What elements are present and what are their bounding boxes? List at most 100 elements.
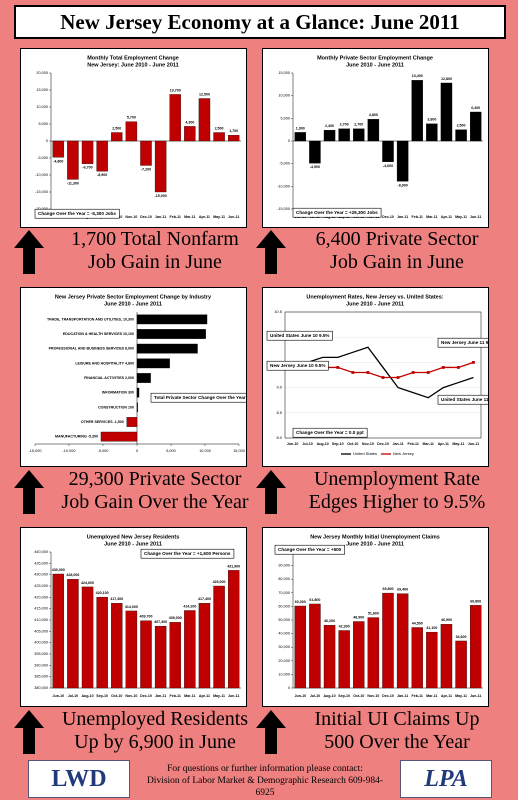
x-tick-label: Nov-10 — [367, 694, 379, 698]
bar — [136, 402, 138, 413]
x-tick-label: 5,000 — [166, 449, 176, 453]
x-tick-label: Mar-11 — [423, 442, 434, 446]
bar — [52, 140, 65, 158]
value-label: 420,100 — [96, 591, 109, 595]
bar — [136, 329, 206, 339]
bar — [184, 610, 196, 689]
line — [292, 346, 474, 399]
y-tick-label: 440,000 — [34, 550, 48, 554]
value-label: 2,400 — [325, 124, 334, 128]
bar — [382, 140, 394, 163]
value-label: 12,800 — [441, 77, 452, 81]
annotation-box — [266, 360, 329, 371]
bar — [411, 80, 423, 142]
annotation-box — [266, 330, 333, 341]
value-label: -4,600 — [383, 164, 393, 168]
bar — [396, 140, 409, 182]
caption-line: Job Gain in June — [330, 251, 464, 273]
value-label: 2,500 — [457, 124, 466, 128]
x-tick-label: Apr-11 — [199, 215, 210, 219]
chart-title: Monthly Private Sector Employment Change — [317, 55, 433, 61]
bar — [136, 343, 198, 354]
y-tick-label: 430,000 — [34, 573, 48, 577]
y-tick-label: 385,000 — [34, 675, 48, 679]
y-tick-label: -15,000 — [35, 190, 48, 194]
value-label: 69,400 — [397, 588, 408, 592]
bar — [440, 82, 453, 142]
caption-line: 500 Over the Year — [324, 731, 470, 753]
caption: 6,400 Private Sector Job Gain in June — [250, 228, 490, 276]
y-tick-label: 420,000 — [34, 595, 48, 599]
bar — [52, 573, 65, 689]
value-label: 1,700 — [229, 129, 238, 133]
up-arrow — [14, 710, 44, 754]
x-tick-label: Nov-10 — [125, 215, 137, 219]
chart-subtitle: June 2010 - June 2011 — [104, 541, 162, 547]
annotation: New Jersey June 10 9.5% — [270, 363, 325, 368]
y-tick-label: 10,000 — [36, 105, 48, 109]
annotation-box — [437, 337, 488, 348]
y-tick-label: 0 — [288, 686, 290, 690]
x-tick-label: Aug-10 — [317, 442, 329, 446]
value-label: 2,500 — [215, 126, 224, 130]
x-tick-label: Dec-10 — [377, 442, 389, 446]
caption-text: 6,400 Private Sector Job Gain in June — [302, 228, 492, 274]
caption-text: Initial UI Claims Up 500 Over the Year — [302, 708, 492, 754]
bar — [309, 140, 321, 164]
x-tick-label: Jun-11 — [228, 694, 239, 698]
bar — [294, 605, 307, 689]
caption-text: Unemployment Rate Edges Higher to 9.5% — [302, 468, 492, 514]
x-tick-label: Feb-11 — [170, 694, 181, 698]
y-tick-label: 10,000 — [278, 94, 290, 98]
caption-line: Initial UI Claims Up — [314, 708, 480, 730]
annotation: New Jersey June 11 9.5% — [441, 340, 488, 345]
bar — [136, 358, 170, 369]
category-label: LEISURE AND HOSPITALITY 4,800 — [75, 361, 134, 365]
x-tick-label: Dec-10 — [140, 215, 152, 219]
caption-line: 1,700 Total Nonfarm — [71, 228, 239, 250]
bar — [294, 132, 307, 142]
value-label: 4,300 — [185, 120, 194, 124]
y-tick-label: 395,000 — [34, 652, 48, 656]
caption-text: 1,700 Total Nonfarm Job Gain in June — [60, 228, 250, 274]
x-tick-label: Apr-11 — [438, 442, 449, 446]
y-tick-label: -10,000 — [35, 173, 48, 177]
logo-right: LPA — [400, 760, 492, 798]
y-tick-label: 70,000 — [278, 591, 290, 595]
marker — [441, 366, 445, 369]
y-tick-label: 20,000 — [36, 71, 48, 75]
bar — [81, 140, 94, 164]
marker — [336, 366, 340, 369]
x-tick-label: Jan-11 — [155, 215, 166, 219]
x-tick-label: May-11 — [455, 694, 467, 698]
y-tick-label: -5,000 — [279, 162, 290, 166]
caption-line: Up by 6,900 in June — [74, 731, 236, 753]
y-tick-label: 15,000 — [36, 88, 48, 92]
bar — [382, 592, 394, 689]
annotation-box — [150, 392, 246, 403]
x-tick-label: Aug-10 — [323, 694, 335, 698]
bar — [353, 621, 365, 689]
value-label: 425,000 — [213, 580, 226, 584]
bar — [96, 140, 108, 172]
caption: 1,700 Total Nonfarm Job Gain in June — [8, 228, 248, 276]
bar — [469, 605, 482, 689]
x-tick-label: May-11 — [213, 215, 225, 219]
up-arrow — [256, 470, 286, 514]
value-label: 1,900 — [296, 126, 305, 130]
y-tick-label: 20,000 — [278, 659, 290, 663]
bar — [213, 585, 225, 689]
bar — [140, 620, 152, 689]
value-label: -4,900 — [310, 165, 320, 169]
chart: New Jersey Monthly Initial Unemployment … — [274, 534, 483, 698]
value-label: -4,800 — [53, 159, 63, 163]
chart-title: Unemployment Rates, New Jersey vs. Unite… — [306, 294, 443, 300]
y-tick-label: 8.5 — [276, 410, 282, 415]
bar — [67, 579, 79, 689]
y-tick-label: 40,000 — [278, 632, 290, 636]
x-tick-label: May-11 — [213, 694, 225, 698]
y-tick-label: 405,000 — [34, 629, 48, 633]
bar — [81, 586, 94, 689]
value-label: 409,000 — [169, 616, 182, 620]
